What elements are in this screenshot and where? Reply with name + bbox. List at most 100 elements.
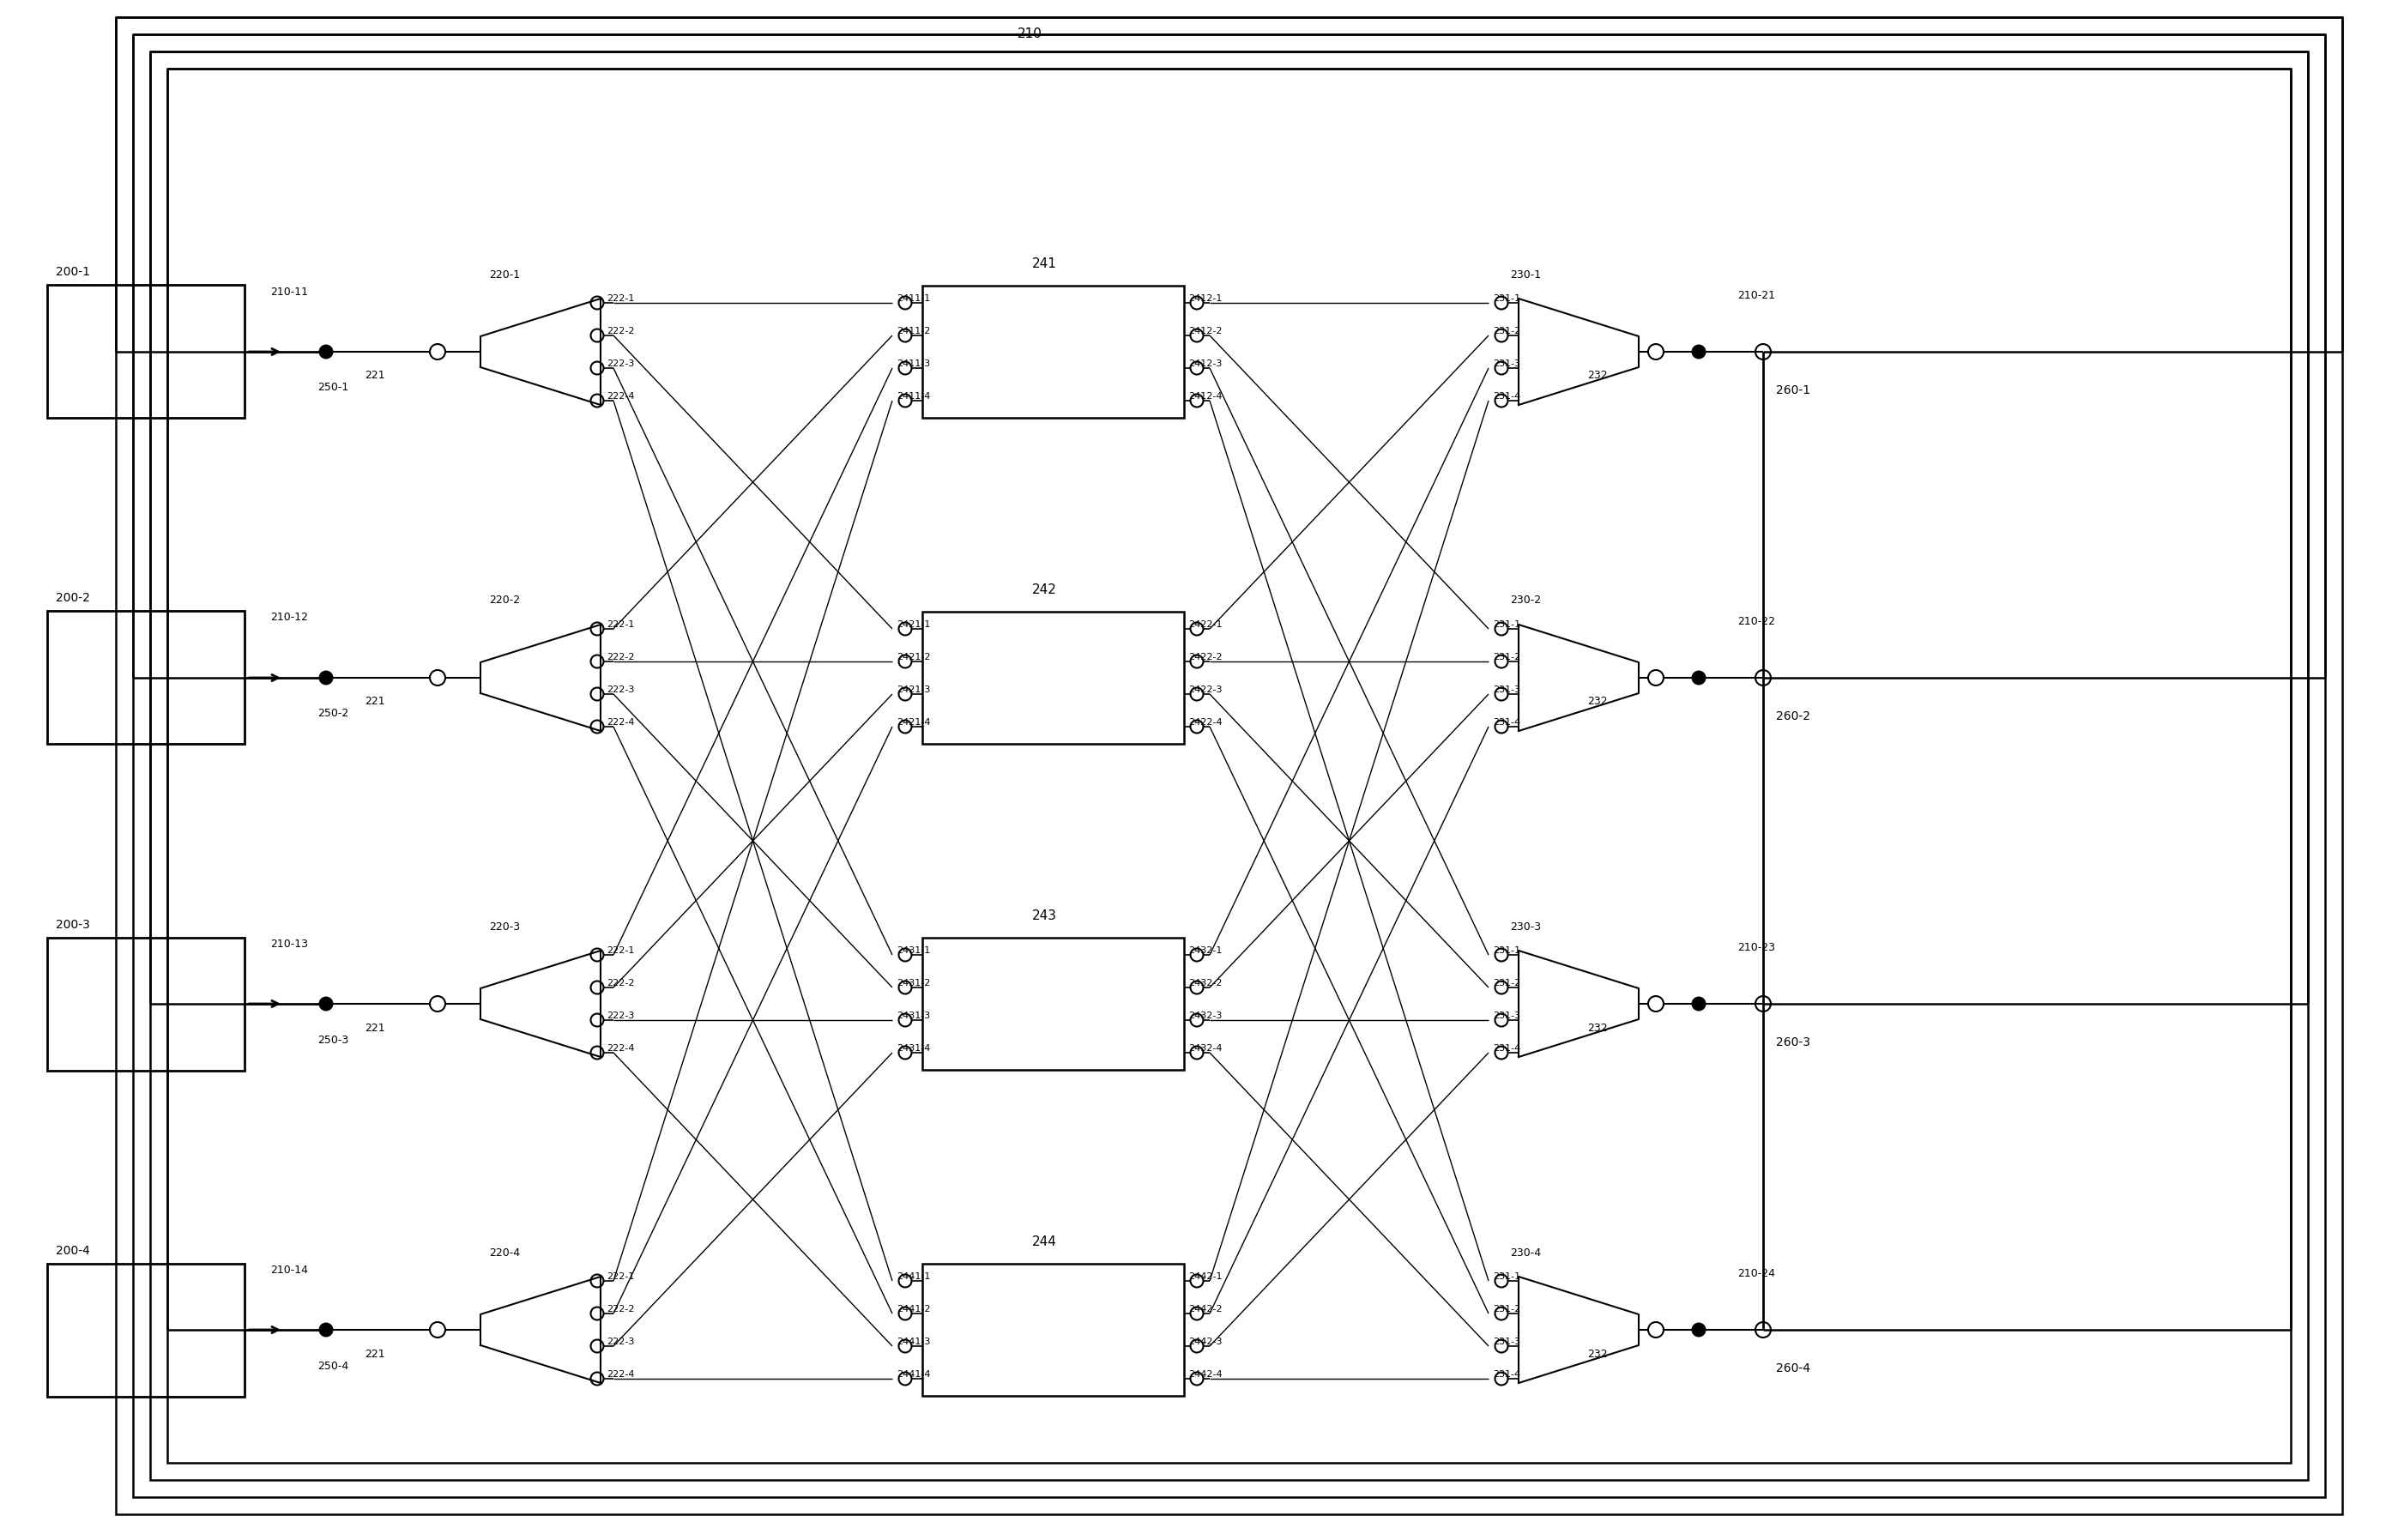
Text: 210-21: 210-21 xyxy=(1737,291,1775,302)
Text: 250-3: 250-3 xyxy=(318,1035,349,1046)
Circle shape xyxy=(318,670,332,685)
Text: 230-4: 230-4 xyxy=(1509,1247,1540,1258)
Text: 260-2: 260-2 xyxy=(1775,710,1811,722)
Text: 200-1: 200-1 xyxy=(55,266,91,279)
Text: 250-2: 250-2 xyxy=(318,708,349,719)
Text: 244: 244 xyxy=(1031,1237,1057,1249)
Text: 231-1: 231-1 xyxy=(1493,1272,1521,1281)
Text: 232: 232 xyxy=(1588,696,1607,707)
Bar xyxy=(48,285,244,419)
Text: 230-1: 230-1 xyxy=(1509,270,1540,280)
Text: 231-3: 231-3 xyxy=(1493,685,1521,695)
Text: 2432-1: 2432-1 xyxy=(1189,946,1222,955)
Text: 232: 232 xyxy=(1588,370,1607,382)
Text: 220-4: 220-4 xyxy=(488,1247,519,1258)
Text: 2432-3: 2432-3 xyxy=(1189,1012,1222,1019)
Text: 220-1: 220-1 xyxy=(488,270,519,280)
Bar xyxy=(48,1263,244,1397)
Text: 222-2: 222-2 xyxy=(608,326,634,336)
Text: 222-3: 222-3 xyxy=(608,1338,634,1346)
Text: 231-1: 231-1 xyxy=(1493,946,1521,955)
Text: 250-1: 250-1 xyxy=(318,382,349,393)
Text: 222-4: 222-4 xyxy=(608,718,634,727)
Text: 231-4: 231-4 xyxy=(1493,718,1521,727)
Text: 2412-4: 2412-4 xyxy=(1189,393,1222,400)
Text: 2411-2: 2411-2 xyxy=(897,326,930,336)
Text: 231-1: 231-1 xyxy=(1493,294,1521,303)
Text: 2441-4: 2441-4 xyxy=(897,1371,930,1378)
Text: 2442-3: 2442-3 xyxy=(1189,1338,1222,1346)
Text: 222-4: 222-4 xyxy=(608,393,634,400)
Circle shape xyxy=(318,345,332,359)
Text: 231-4: 231-4 xyxy=(1493,1371,1521,1378)
Text: 231-3: 231-3 xyxy=(1493,1012,1521,1019)
Text: 2421-3: 2421-3 xyxy=(897,685,930,695)
Text: 231-2: 231-2 xyxy=(1493,326,1521,336)
Text: 210-11: 210-11 xyxy=(270,286,309,297)
Text: 2442-2: 2442-2 xyxy=(1189,1304,1222,1314)
Text: 2422-4: 2422-4 xyxy=(1189,718,1222,727)
Text: 200-2: 200-2 xyxy=(55,593,91,604)
Text: 232: 232 xyxy=(1588,1023,1607,1033)
Text: 221: 221 xyxy=(364,1348,385,1360)
Text: 200-3: 200-3 xyxy=(55,918,91,930)
Text: 2411-4: 2411-4 xyxy=(897,393,930,400)
Text: 220-3: 220-3 xyxy=(488,921,519,932)
Text: 2431-1: 2431-1 xyxy=(897,946,930,955)
Text: 221: 221 xyxy=(364,1023,385,1033)
Text: 260-4: 260-4 xyxy=(1775,1363,1811,1374)
Text: 260-1: 260-1 xyxy=(1775,385,1811,396)
Text: 210-13: 210-13 xyxy=(270,938,309,949)
Text: 2422-3: 2422-3 xyxy=(1189,685,1222,695)
Circle shape xyxy=(318,1323,332,1337)
Text: 2432-2: 2432-2 xyxy=(1189,979,1222,987)
Text: 222-1: 222-1 xyxy=(608,1272,634,1281)
Text: 231-4: 231-4 xyxy=(1493,393,1521,400)
Text: 2441-3: 2441-3 xyxy=(897,1338,930,1346)
Text: 2411-1: 2411-1 xyxy=(897,294,930,303)
Text: 232: 232 xyxy=(1588,1348,1607,1360)
Text: 2421-1: 2421-1 xyxy=(897,621,930,628)
Circle shape xyxy=(1691,996,1705,1012)
Text: 210-12: 210-12 xyxy=(270,611,309,624)
Text: 2422-1: 2422-1 xyxy=(1189,621,1222,628)
Text: 2441-2: 2441-2 xyxy=(897,1304,930,1314)
Text: 222-3: 222-3 xyxy=(608,359,634,368)
Text: 222-3: 222-3 xyxy=(608,685,634,695)
Text: 210-23: 210-23 xyxy=(1737,942,1775,953)
Text: 2441-1: 2441-1 xyxy=(897,1272,930,1281)
Text: 220-2: 220-2 xyxy=(488,594,519,607)
Text: 2412-1: 2412-1 xyxy=(1189,294,1222,303)
Text: 2411-3: 2411-3 xyxy=(897,359,930,368)
Text: 2431-2: 2431-2 xyxy=(897,979,930,987)
Text: 231-2: 231-2 xyxy=(1493,979,1521,987)
Bar xyxy=(923,611,1184,744)
Text: 243: 243 xyxy=(1031,910,1057,922)
Text: 222-1: 222-1 xyxy=(608,294,634,303)
Text: 2431-3: 2431-3 xyxy=(897,1012,930,1019)
Bar xyxy=(923,1264,1184,1395)
Circle shape xyxy=(1691,670,1705,685)
Text: 2442-4: 2442-4 xyxy=(1189,1371,1222,1378)
Bar xyxy=(923,938,1184,1070)
Text: 222-3: 222-3 xyxy=(608,1012,634,1019)
Text: 2412-3: 2412-3 xyxy=(1189,359,1222,368)
Text: 2442-1: 2442-1 xyxy=(1189,1272,1222,1281)
Text: 222-2: 222-2 xyxy=(608,979,634,987)
Text: 222-2: 222-2 xyxy=(608,1304,634,1314)
Text: 222-4: 222-4 xyxy=(608,1044,634,1053)
Text: 231-2: 231-2 xyxy=(1493,1304,1521,1314)
Text: 231-3: 231-3 xyxy=(1493,359,1521,368)
Bar xyxy=(48,938,244,1070)
Text: 231-2: 231-2 xyxy=(1493,653,1521,662)
Text: 222-1: 222-1 xyxy=(608,621,634,628)
Text: 231-4: 231-4 xyxy=(1493,1044,1521,1053)
Text: 230-2: 230-2 xyxy=(1509,594,1540,607)
Text: 210: 210 xyxy=(1017,28,1043,40)
Text: 221: 221 xyxy=(364,370,385,382)
Text: 222-1: 222-1 xyxy=(608,946,634,955)
Text: 2421-2: 2421-2 xyxy=(897,653,930,662)
Text: 260-3: 260-3 xyxy=(1775,1036,1811,1049)
Text: 2412-2: 2412-2 xyxy=(1189,326,1222,336)
Text: 230-3: 230-3 xyxy=(1509,921,1540,932)
